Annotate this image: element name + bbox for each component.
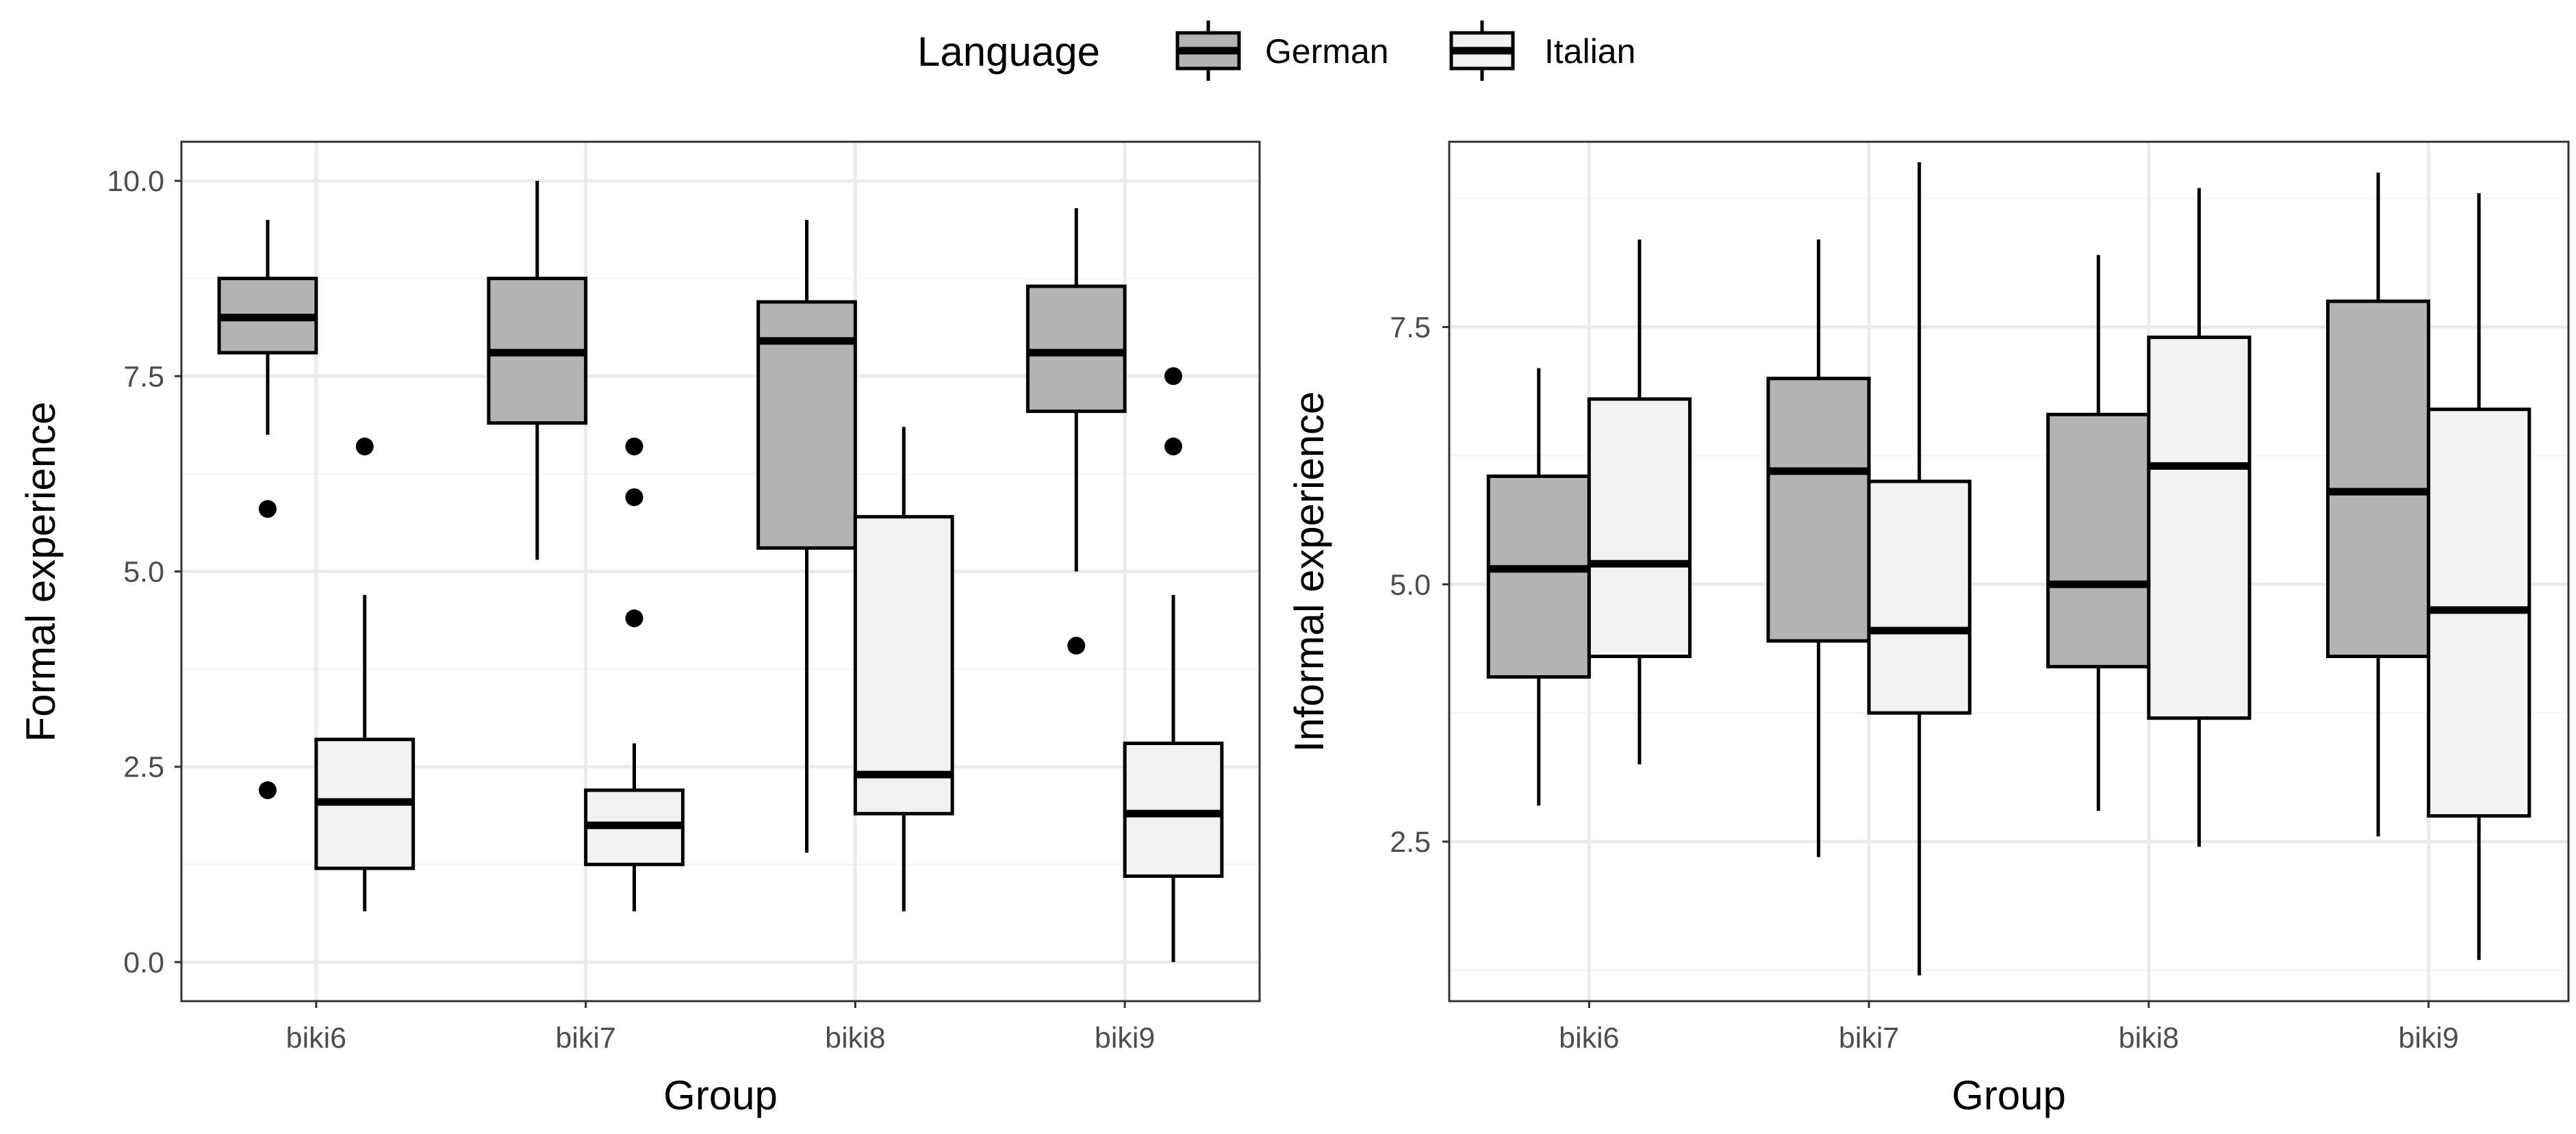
y-axis-title: Informal experience	[1286, 392, 1332, 753]
x-tick-label: biki8	[825, 1022, 885, 1055]
outlier-point	[1164, 437, 1182, 455]
outlier-point	[625, 609, 643, 627]
legend-label: German	[1265, 32, 1389, 71]
box-italian-biki7	[1867, 479, 1972, 715]
box-german-biki9	[2325, 299, 2431, 658]
x-tick-label: biki7	[555, 1022, 615, 1055]
y-tick-label: 2.5	[123, 751, 164, 784]
y-tick-label: 2.5	[1390, 826, 1431, 859]
y-tick-label: 7.5	[1390, 312, 1431, 344]
x-tick-label: biki9	[2398, 1022, 2458, 1055]
outlier-point	[625, 437, 643, 455]
outlier-point	[259, 500, 277, 518]
formal-experience-panel: 0.0 2.5 5.0 7.5 10.0 biki6 biki7 biki8 biki9 Grou…	[18, 140, 1261, 1118]
y-axis-title: Formal experience	[18, 402, 64, 742]
x-tick-label: biki6	[286, 1022, 346, 1055]
y-tick-label: 10.0	[107, 165, 164, 198]
legend-title: Language	[917, 29, 1100, 75]
x-axis-title: Group	[663, 1072, 778, 1118]
box-italian-biki9	[1123, 742, 1224, 878]
y-tick-label: 0.0	[123, 946, 164, 979]
box-italian-biki8	[2147, 336, 2252, 720]
outlier-point	[1164, 367, 1182, 386]
y-tick-label: 7.5	[123, 360, 164, 393]
x-tick-label: biki8	[2119, 1022, 2179, 1055]
outlier-point	[259, 781, 277, 799]
box-german-biki8	[2046, 412, 2151, 669]
panel-border	[1448, 140, 2570, 1003]
x-tick-label: biki7	[1839, 1022, 1899, 1055]
x-axis-title: Group	[1952, 1072, 2066, 1118]
y-tick-label: 5.0	[1390, 568, 1431, 601]
box-italian-biki8	[853, 515, 954, 816]
x-tick-label: biki9	[1095, 1022, 1155, 1055]
outlier-point	[1067, 636, 1086, 655]
box-german-biki6	[1486, 474, 1591, 679]
informal-experience-panel: 2.5 5.0 7.5 biki6 biki7 biki8 biki9 Group Inform…	[1286, 140, 2570, 1118]
legend-label: Italian	[1544, 32, 1635, 71]
outlier-point	[625, 488, 643, 507]
y-tick-label: 5.0	[123, 556, 164, 589]
box-german-biki9	[1025, 284, 1127, 414]
x-tick-label: biki6	[1559, 1022, 1619, 1055]
box-italian-biki6	[1587, 397, 1692, 658]
legend: Language German Italian	[917, 21, 1635, 81]
outlier-point	[355, 437, 374, 455]
box-german-biki7	[1766, 377, 1871, 643]
